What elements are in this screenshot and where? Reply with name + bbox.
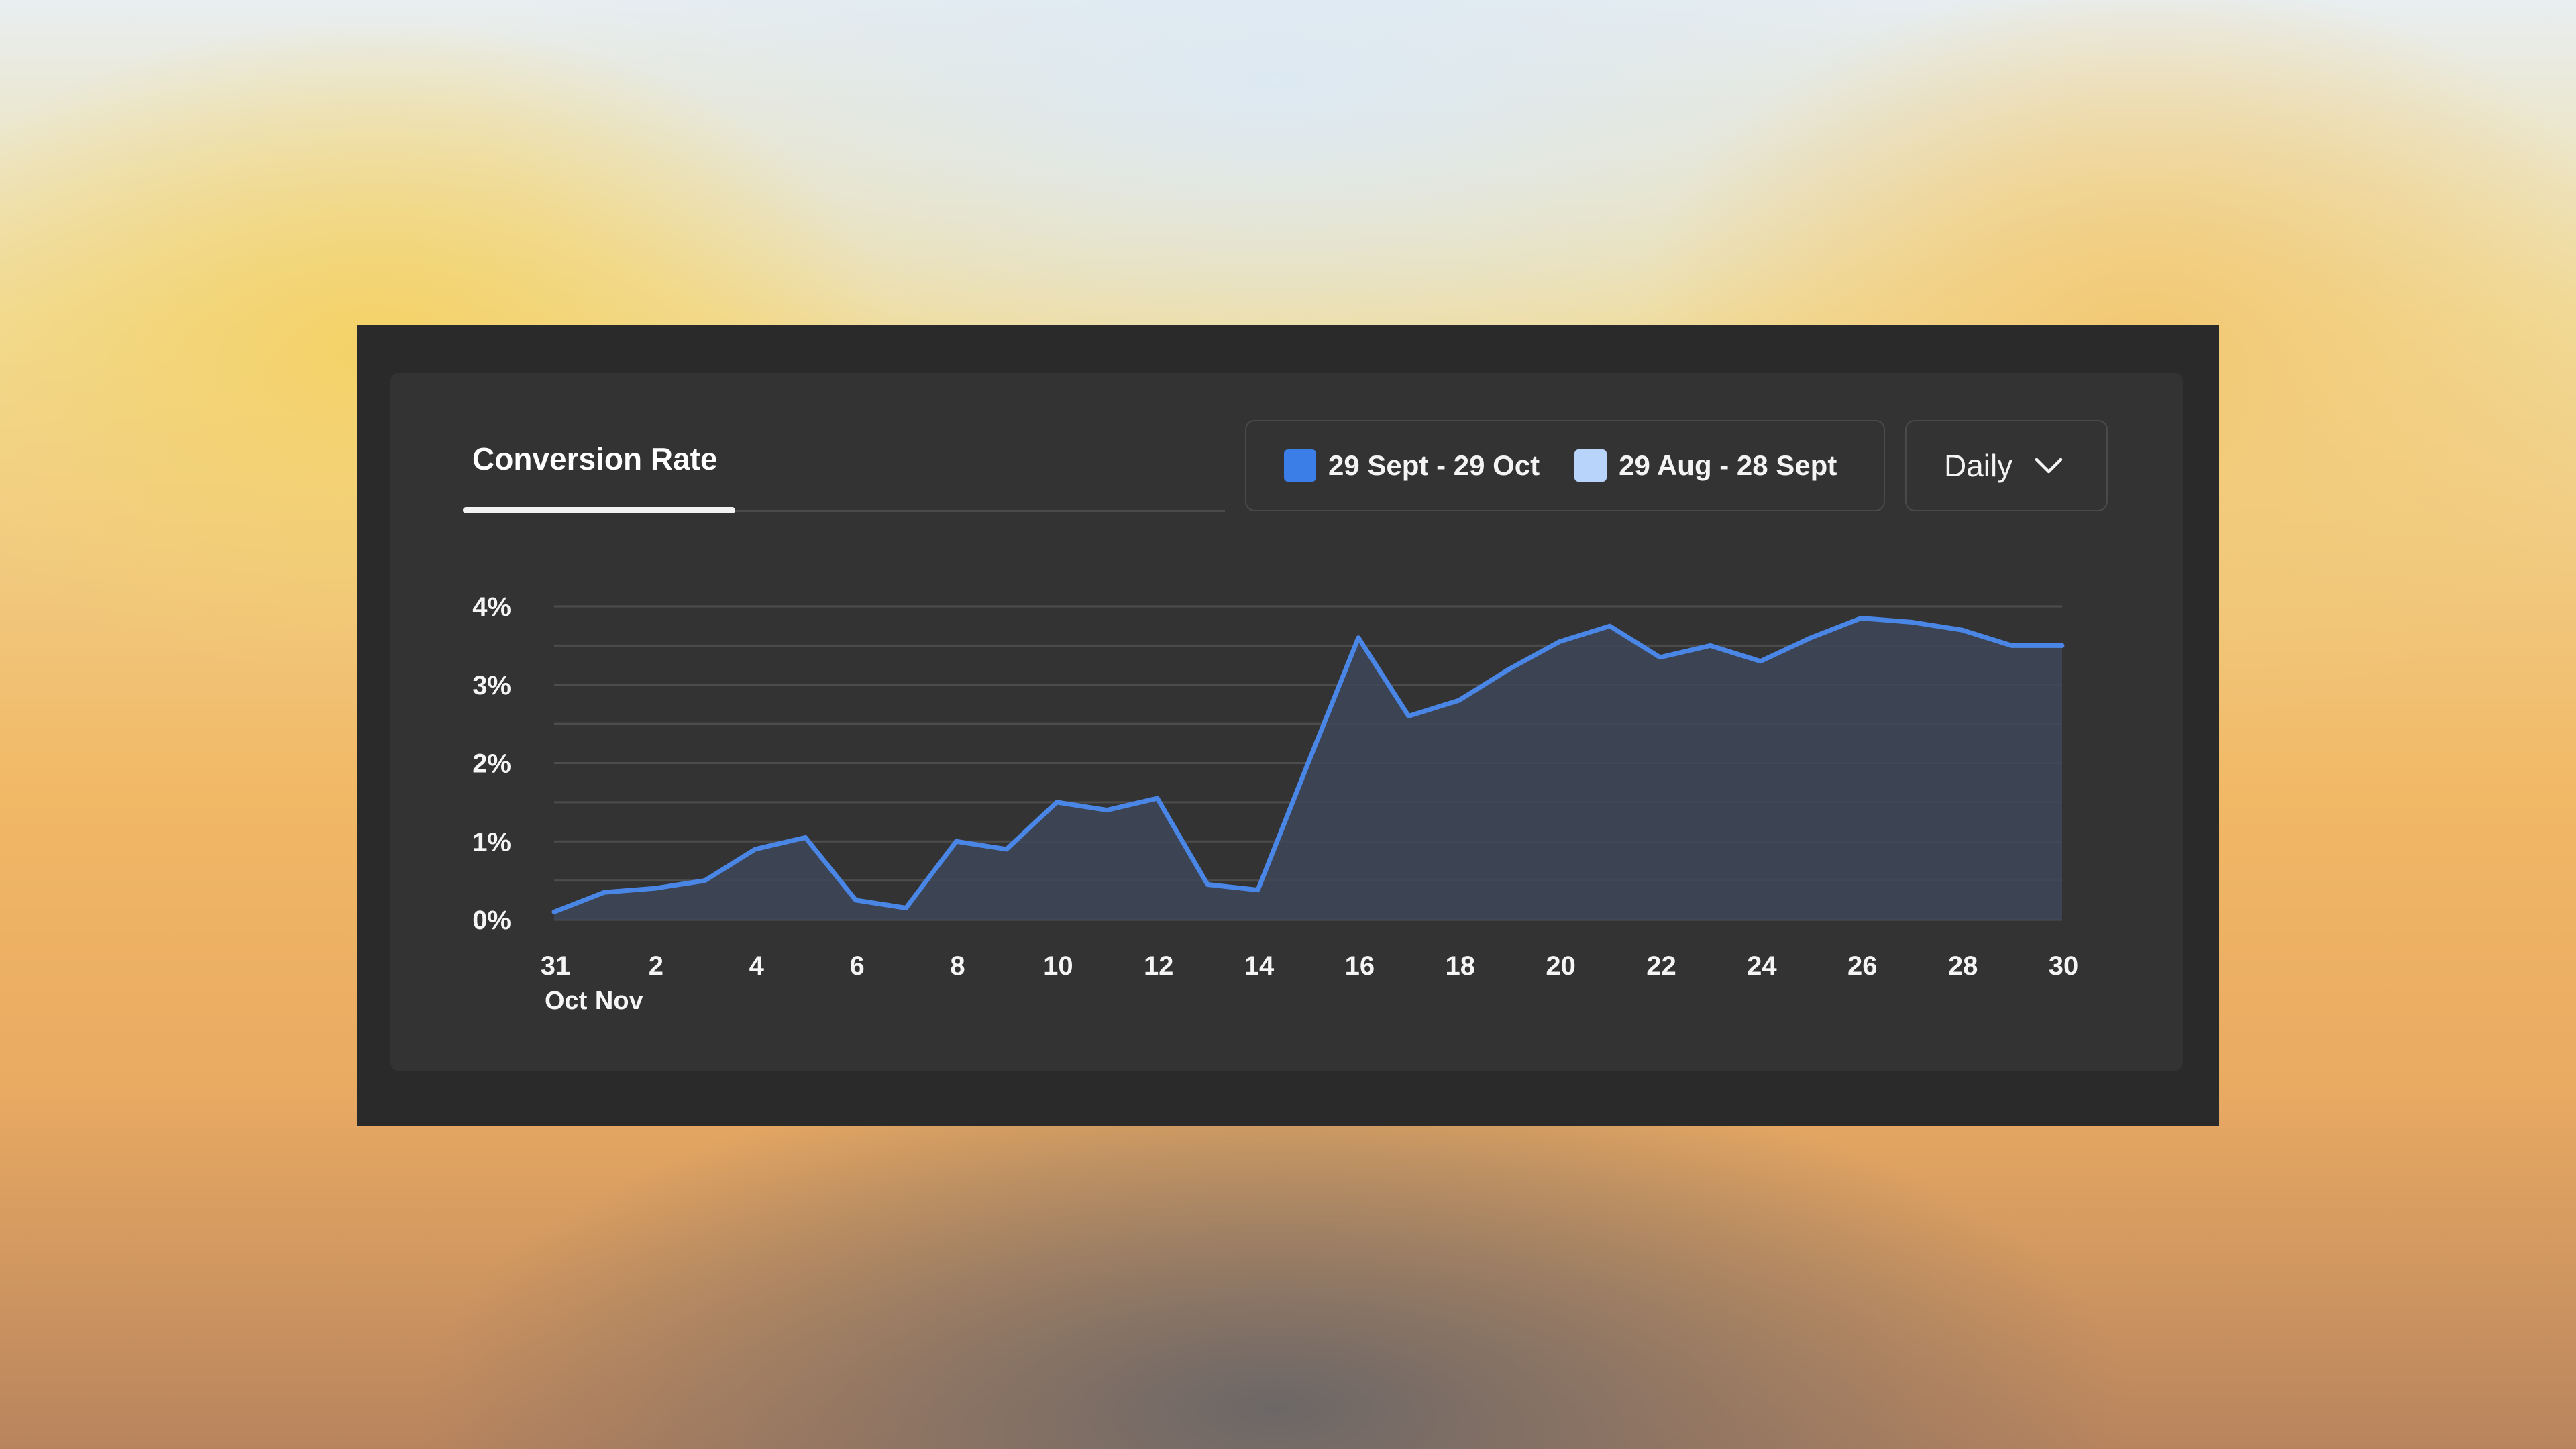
data-point	[602, 890, 607, 895]
chart-card: Conversion Rate 29 Sept - 29 Oct 29 Aug …	[390, 373, 2183, 1071]
data-point	[2009, 643, 2015, 648]
x-tick-label: 24	[1747, 951, 1777, 981]
x-tick-label: 31	[541, 951, 571, 981]
interval-dropdown-label: Daily	[1944, 448, 2013, 483]
data-point	[1607, 623, 1613, 629]
data-point	[953, 839, 959, 844]
data-point	[1658, 655, 1663, 660]
data-point	[1557, 639, 1562, 645]
legend-swatch-previous	[1574, 449, 1607, 482]
interval-dropdown[interactable]: Daily	[1905, 420, 2108, 511]
x-tick-label: 4	[749, 951, 765, 981]
data-point	[1255, 888, 1260, 893]
data-point	[1054, 800, 1059, 805]
legend-item-current[interactable]: 29 Sept - 29 Oct	[1284, 449, 1540, 482]
data-point	[1104, 808, 1110, 813]
chevron-down-icon	[2035, 458, 2063, 474]
data-point	[702, 878, 708, 883]
data-point	[1155, 796, 1160, 801]
data-point	[1507, 666, 1512, 672]
x-tick-label: 16	[1345, 951, 1375, 981]
x-tick-label: 12	[1144, 951, 1174, 981]
data-point	[1707, 643, 1713, 648]
chart-window: Conversion Rate 29 Sept - 29 Oct 29 Aug …	[357, 325, 2219, 1126]
data-point	[1305, 761, 1311, 766]
legend-swatch-current	[1284, 449, 1316, 482]
tab-active-indicator	[463, 507, 735, 513]
data-point	[1909, 619, 1914, 625]
x-tick-label: 30	[2049, 951, 2079, 981]
tab-conversion-rate[interactable]: Conversion Rate	[472, 441, 718, 476]
data-point	[1858, 616, 1864, 621]
y-tick-label: 3%	[472, 671, 511, 700]
data-point	[1406, 713, 1411, 718]
data-point	[1205, 881, 1210, 887]
x-tick-label: 10	[1043, 951, 1073, 981]
data-point	[753, 847, 758, 852]
data-point	[652, 885, 657, 891]
y-tick-label: 1%	[472, 827, 511, 857]
data-point	[1356, 635, 1361, 641]
x-tick-label: 14	[1244, 951, 1275, 981]
data-point	[853, 898, 859, 903]
data-point	[1004, 847, 1009, 852]
data-point	[551, 909, 557, 914]
x-tick-label: 6	[849, 951, 864, 981]
data-point	[1758, 659, 1763, 664]
x-tick-label: 20	[1546, 951, 1576, 981]
data-point	[2059, 643, 2065, 648]
data-point	[1808, 635, 1813, 641]
x-tick-label: 22	[1646, 951, 1676, 981]
x-tick-label: 2	[649, 951, 663, 981]
x-tick-label: 28	[1948, 951, 1978, 981]
x-tick-label: 18	[1446, 951, 1476, 981]
series-line	[551, 616, 2065, 914]
y-tick-label: 0%	[472, 906, 511, 935]
legend-label-current: 29 Sept - 29 Oct	[1328, 449, 1540, 481]
x-tick-label: 26	[1847, 951, 1878, 981]
x-month-label: Nov	[595, 987, 643, 1015]
x-month-label: Oct	[545, 987, 588, 1015]
conversion-rate-chart: 0%1%2%3%4%31 2 4 6 8 10 12 14 16 18 20 22 24 26 28 30Oc…	[472, 592, 2079, 1015]
data-point	[803, 835, 808, 840]
tab-bar-divider	[463, 510, 1225, 512]
data-point	[1456, 698, 1462, 703]
data-point	[1959, 627, 1964, 633]
y-tick-label: 4%	[472, 592, 511, 622]
date-range-legend: 29 Sept - 29 Oct 29 Aug - 28 Sept	[1245, 420, 1885, 511]
legend-item-previous[interactable]: 29 Aug - 28 Sept	[1574, 449, 1837, 482]
x-tick-label: 8	[950, 951, 965, 981]
legend-label-previous: 29 Aug - 28 Sept	[1619, 449, 1837, 481]
y-tick-label: 2%	[472, 749, 511, 779]
data-point	[904, 905, 909, 910]
